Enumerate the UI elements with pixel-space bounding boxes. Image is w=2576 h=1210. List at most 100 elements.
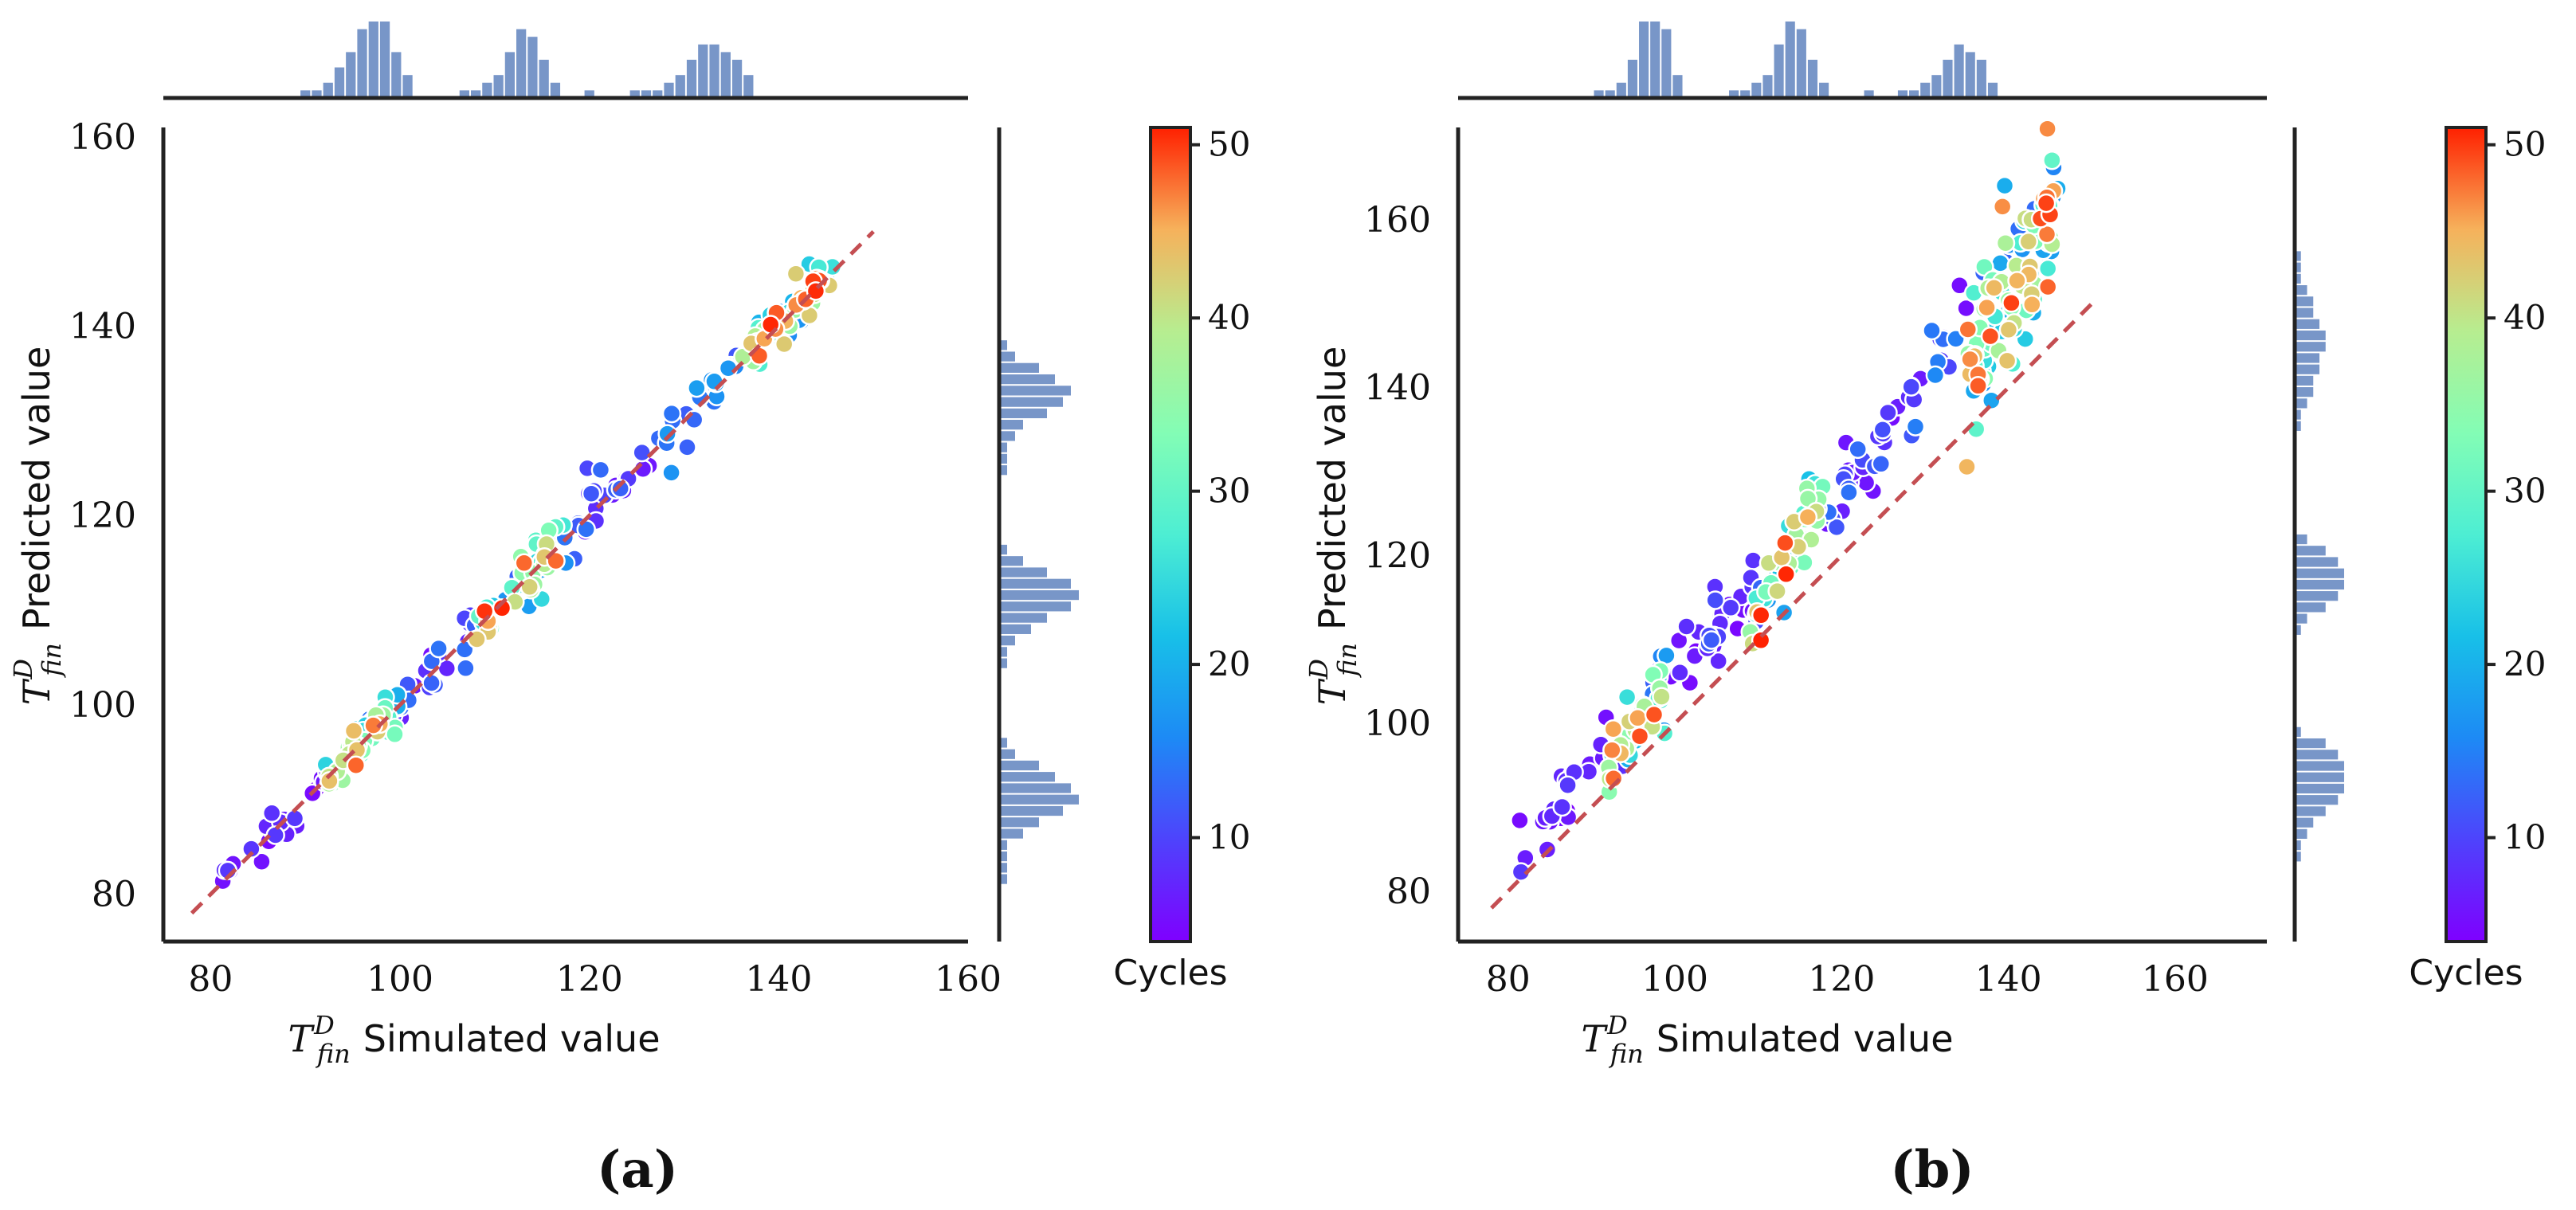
colorbar-tick-label: 50	[1208, 125, 1250, 164]
top-histogram-bar	[516, 29, 527, 98]
scatter-point	[1670, 663, 1690, 683]
top-histogram-bar	[1751, 82, 1762, 98]
x-tick-label: 140	[1975, 959, 2042, 1000]
scatter-point	[1826, 517, 1847, 538]
top-histogram-bar	[300, 90, 311, 98]
top-histogram-bar	[357, 29, 367, 98]
right-histogram-bar	[999, 386, 1071, 396]
x-ticks-b: 80 100 120 140 160	[1486, 959, 2209, 1000]
colorbar-b-ticks: 10 20 30 40 50	[2486, 125, 2546, 857]
top-histogram-bar	[1920, 82, 1931, 98]
scatter-point	[1958, 319, 1978, 339]
scatter-point	[265, 825, 285, 845]
right-histogram-bar	[999, 420, 1023, 430]
top-histogram-bar	[1819, 82, 1829, 98]
right-histogram-bar	[2295, 613, 2307, 624]
scatter-point	[1905, 417, 1926, 437]
right-histogram-bar	[999, 624, 1031, 634]
panel-label-a: (a)	[597, 1140, 678, 1200]
top-histogram-bar	[1796, 29, 1806, 98]
scatter-point	[1751, 605, 1771, 625]
top-histogram-bar	[470, 90, 481, 98]
top-histogram-bar	[1931, 75, 1942, 98]
colorbar-a-label: Cycles	[1113, 953, 1227, 993]
right-histogram-bar	[999, 362, 1039, 373]
right-histogram-bar	[999, 658, 1007, 668]
top-histogram-bar	[346, 52, 356, 98]
top-histogram-bar	[1976, 60, 1986, 98]
right-histogram-bar	[999, 783, 1071, 793]
right-histogram-bar	[2295, 387, 2314, 397]
y-tick-label: 140	[1364, 368, 1431, 409]
scatter-point	[704, 371, 724, 392]
y-tick-label: 160	[1364, 200, 1431, 241]
top-histogram-bar	[664, 82, 674, 98]
scatter-point	[1871, 454, 1892, 474]
right-histogram-bar	[999, 351, 1015, 362]
colorbar-tick-label: 30	[2503, 472, 2546, 511]
scatter-point	[661, 463, 681, 483]
right-histogram-bar	[2295, 307, 2314, 318]
right-histogram-bar	[999, 340, 1007, 350]
right-histogram-bar	[2295, 330, 2326, 341]
top-histogram-bar	[1661, 29, 1672, 98]
top-histogram-bar	[1987, 82, 1998, 98]
top-histogram-bar	[482, 82, 492, 98]
scatter-point	[610, 479, 630, 499]
scatter-point	[429, 638, 449, 659]
colorbar-b-gradient	[2445, 126, 2488, 943]
right-histogram-bar	[999, 374, 1055, 385]
top-histogram-bar	[379, 22, 390, 98]
top-histogram-bar	[1785, 22, 1795, 98]
y-ticks-a: 80 100 120 140 160	[69, 117, 136, 915]
scatter-point	[1848, 439, 1868, 460]
right-histogram-bar	[999, 760, 1039, 771]
right-histogram-bar	[999, 578, 1071, 589]
scatter-point	[1922, 320, 1942, 341]
scatter-point	[581, 484, 602, 503]
scatter-point	[320, 771, 339, 791]
right-histogram-bar	[2295, 591, 2339, 601]
scatter-point	[1628, 708, 1648, 728]
top-histogram-bar	[459, 90, 469, 98]
top-histogram-bar	[1627, 60, 1638, 98]
right-histogram-bar	[999, 851, 1007, 862]
x-tick-label: 100	[1641, 959, 1708, 1000]
top-histogram-bar	[653, 90, 663, 98]
scatter-point	[514, 553, 535, 574]
right-histogram-bar	[2295, 625, 2301, 635]
scatter-point	[1957, 456, 1977, 477]
top-histogram-bar	[323, 82, 333, 98]
right-histogram-bar	[2295, 602, 2326, 613]
scatter-point	[1751, 630, 1771, 651]
right-histogram-bar	[999, 567, 1047, 578]
top-histogram-bar	[1594, 90, 1604, 98]
scatter-point	[1552, 797, 1572, 817]
top-histogram-bar	[1954, 44, 1964, 98]
right-histogram-bar	[2295, 828, 2307, 839]
scatter-point	[677, 437, 697, 457]
top-histogram-bar	[1762, 75, 1773, 98]
top-histogram-bar	[504, 52, 516, 98]
scatter-point	[657, 424, 677, 444]
x-axis-label-b: TD fin Simulated value	[1581, 1010, 1953, 1069]
top-histogram-bar	[709, 44, 719, 98]
top-histogram-bar	[1672, 75, 1683, 98]
top-histogram-bar	[539, 60, 549, 98]
scatter-point	[1990, 253, 2010, 273]
scatter-point	[1708, 651, 1728, 672]
y-tick-label: 100	[1364, 703, 1431, 744]
top-histogram-bar	[1605, 90, 1615, 98]
scatter-point	[2002, 293, 2021, 313]
scatter-point	[1982, 390, 2002, 410]
top-histogram-bar	[1864, 90, 1874, 98]
right-histogram-bar	[2295, 296, 2314, 307]
top-histogram-bar	[550, 82, 561, 98]
scatter-point	[520, 577, 539, 597]
scatter-point	[1839, 482, 1859, 503]
scatter-point	[421, 673, 441, 693]
right-histogram-bar	[999, 601, 1071, 612]
scatter-point	[1720, 597, 1741, 618]
scatter-point	[1676, 617, 1696, 636]
